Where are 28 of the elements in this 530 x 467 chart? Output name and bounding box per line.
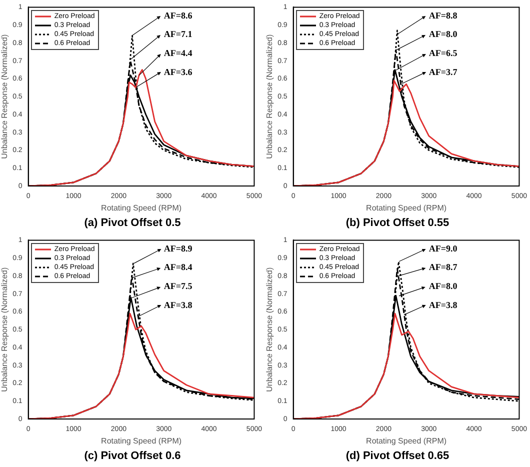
x-axis-title: Rotating Speed (RPM) — [101, 203, 182, 212]
text: (b) Pivot Offset 0.55 — [344, 216, 450, 231]
annotation: AF=8.9 — [164, 243, 193, 254]
annotation: AF=7.5 — [164, 281, 193, 292]
annotation: AF=8.8 — [428, 10, 458, 20]
annotation: AF=8.0 — [428, 281, 458, 292]
text: (a) Pivot Offset 0.5 — [83, 216, 182, 231]
annotation: AF=6.5 — [428, 48, 458, 58]
annotation: AF=3.7 — [428, 66, 458, 77]
annotation: AF=8.6 — [164, 10, 193, 20]
y-axis-title: Unbalance Response (Normalized) — [0, 267, 10, 392]
annotation: AF=9.0 — [428, 243, 458, 254]
x-axis-title: Rotating Speed (RPM) — [366, 203, 447, 212]
annotation: AF=7.1 — [164, 29, 193, 40]
x-axis-title: Rotating Speed (RPM) — [366, 436, 447, 446]
annotation: AF=8.0 — [428, 29, 458, 40]
annotation: AF=3.8 — [428, 300, 458, 310]
annotation: AF=3.6 — [164, 66, 193, 77]
y-axis-title: Unbalance Response (Normalized) — [265, 267, 274, 392]
text: (d) Pivot Offset 0.65 — [344, 449, 450, 464]
annotation: AF=3.8 — [164, 300, 193, 310]
x-axis-title: Rotating Speed (RPM) — [101, 436, 182, 446]
annotation: AF=8.7 — [428, 262, 458, 272]
y-axis-title: Unbalance Response (Normalized) — [0, 34, 10, 159]
annotation: AF=8.4 — [164, 262, 193, 272]
annotation: AF=4.4 — [164, 48, 193, 58]
text: (c) Pivot Offset 0.6 — [83, 449, 182, 464]
y-axis-title: Unbalance Response (Normalized) — [265, 34, 274, 159]
